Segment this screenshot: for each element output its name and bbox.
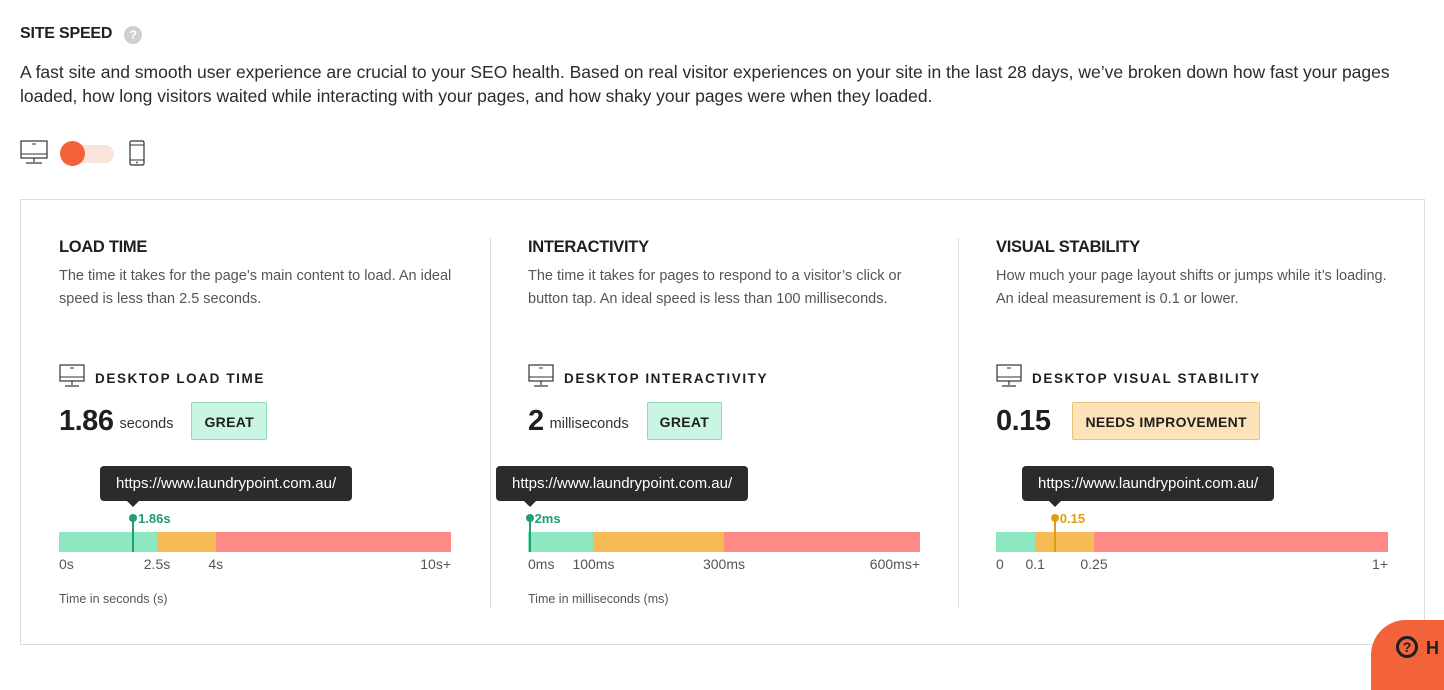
gauge-segment: [59, 532, 157, 552]
metric-subtitle: DESKTOP LOAD TIME: [95, 371, 265, 386]
gauge-bar: [528, 532, 920, 552]
gauge-tick-label: 1+: [1372, 556, 1388, 572]
metric-description: The time it takes for pages to respond t…: [528, 268, 902, 307]
gauge-segment: [215, 532, 451, 552]
help-icon[interactable]: ?: [124, 26, 143, 44]
url-tooltip: https://www.laundrypoint.com.au/: [496, 466, 749, 501]
gauge-segment: [996, 532, 1036, 552]
section-title: SITE SPEED: [20, 25, 113, 42]
gauge-marker-label: 1.86s: [138, 511, 171, 526]
desktop-icon: [528, 364, 554, 393]
metrics-panel: LOAD TIME The time it takes for the page…: [20, 199, 1425, 645]
gauge-segment: [724, 532, 920, 552]
metric-visual-stability: VISUAL STABILITY How much your page layo…: [996, 200, 1396, 646]
gauge-marker-dot: [1050, 514, 1059, 522]
gauge-tick-label: 600ms+: [869, 556, 920, 572]
toggle-knob[interactable]: [60, 141, 85, 166]
gauge-segment: [1035, 532, 1094, 552]
column-divider: [490, 238, 491, 608]
gauge-tick-label: 0ms: [528, 556, 555, 572]
metric-value-row: 0.15 NEEDS IMPROVEMENT: [996, 401, 1260, 441]
gauge-tick-label: 2.5s: [143, 556, 171, 572]
device-toggle-switch[interactable]: [60, 141, 114, 166]
gauge-tick-label: 100ms: [572, 556, 615, 572]
gauge-segment: [157, 532, 216, 552]
metric-subtitle: DESKTOP INTERACTIVITY: [564, 371, 769, 386]
help-button-label: H: [1426, 638, 1439, 658]
metric-subheader: DESKTOP LOAD TIME: [59, 364, 265, 393]
column-divider: [958, 238, 959, 608]
device-toggle-row: [20, 140, 146, 166]
gauge-marker-line: [132, 519, 135, 552]
gauge: 2ms: [525, 510, 920, 554]
tooltip-arrow: [127, 501, 140, 507]
axis-caption: Time in milliseconds (ms): [528, 592, 669, 606]
gauge-tick-label: 300ms: [702, 556, 746, 572]
metric-subheader: DESKTOP INTERACTIVITY: [528, 364, 768, 393]
tooltip-arrow: [523, 501, 536, 507]
desktop-icon: [59, 364, 85, 393]
metric-description: The time it takes for the page’s main co…: [59, 268, 452, 307]
gauge-tick-label: 0.25: [1080, 556, 1108, 572]
gauge-marker-label: 0.15: [1059, 511, 1086, 526]
mobile-icon[interactable]: [128, 140, 146, 166]
help-button[interactable]: ? H: [1371, 620, 1444, 690]
gauge-tick-label: 4s: [208, 556, 224, 572]
url-tooltip: https://www.laundrypoint.com.au/: [1022, 466, 1275, 501]
status-badge: NEEDS IMPROVEMENT: [1072, 402, 1260, 440]
metric-title: VISUAL STABILITY: [996, 238, 1141, 256]
metric-description: How much your page layout shifts or jump…: [996, 268, 1387, 307]
gauge-marker-label: 2ms: [534, 511, 561, 526]
gauge-tick-label: 0: [996, 556, 1004, 572]
metric-unit: seconds: [119, 416, 174, 432]
axis-caption: Time in seconds (s): [59, 592, 168, 606]
gauge: 0.15: [996, 510, 1388, 554]
gauge-bar: [996, 532, 1388, 552]
tooltip-arrow: [1048, 501, 1061, 507]
gauge-marker-line: [528, 519, 531, 552]
gauge: 1.86s: [59, 510, 451, 554]
metric-value: 1.86: [59, 404, 114, 437]
metric-value-row: 1.86 seconds GREAT: [59, 401, 267, 441]
question-icon: ?: [1396, 636, 1418, 658]
gauge-marker-dot: [129, 514, 138, 522]
metric-subtitle: DESKTOP VISUAL STABILITY: [1032, 371, 1261, 386]
metric-value: 2: [528, 404, 544, 437]
gauge-segment: [528, 532, 594, 552]
gauge-tick-label: 0s: [59, 556, 74, 572]
status-badge: GREAT: [646, 402, 723, 440]
metric-title: LOAD TIME: [59, 238, 148, 256]
desktop-icon[interactable]: [20, 140, 48, 166]
gauge-tick-label: 10s+: [420, 556, 451, 572]
gauge-segment: [593, 532, 724, 552]
gauge-marker-line: [1053, 519, 1056, 552]
gauge-marker-dot: [525, 514, 534, 522]
metric-subheader: DESKTOP VISUAL STABILITY: [996, 364, 1261, 393]
metric-unit: milliseconds: [549, 416, 629, 432]
metric-value: 0.15: [996, 404, 1051, 437]
metric-title: INTERACTIVITY: [528, 238, 649, 256]
gauge-tick-label: 0.1: [1025, 556, 1045, 572]
section-header: SITE SPEED ?: [20, 24, 143, 44]
desktop-icon: [996, 364, 1022, 393]
metric-interactivity: INTERACTIVITY The time it takes for page…: [496, 200, 928, 646]
metric-load-time: LOAD TIME The time it takes for the page…: [59, 200, 459, 646]
gauge-segment: [1094, 532, 1388, 552]
status-badge: GREAT: [191, 402, 267, 440]
url-tooltip: https://www.laundrypoint.com.au/: [100, 466, 353, 501]
metric-value-row: 2 milliseconds GREAT: [528, 401, 723, 441]
gauge-bar: [59, 532, 451, 552]
section-description: A fast site and smooth user experience a…: [20, 62, 1390, 106]
